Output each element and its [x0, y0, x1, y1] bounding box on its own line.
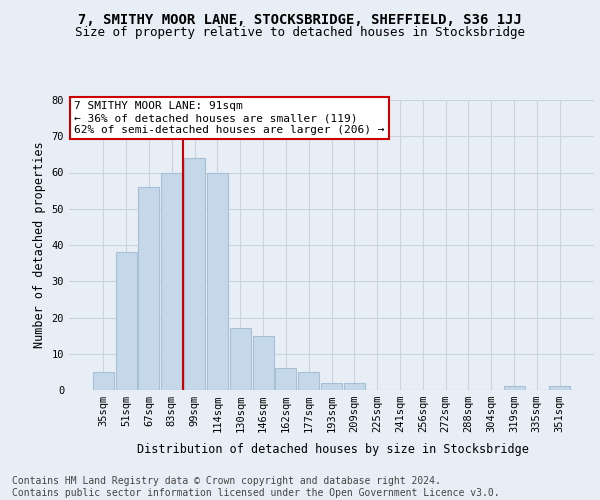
Bar	[230, 328, 251, 390]
Bar	[503, 386, 524, 390]
Y-axis label: Number of detached properties: Number of detached properties	[33, 142, 46, 348]
Text: 7 SMITHY MOOR LANE: 91sqm
← 36% of detached houses are smaller (119)
62% of semi: 7 SMITHY MOOR LANE: 91sqm ← 36% of detac…	[74, 102, 385, 134]
Text: Size of property relative to detached houses in Stocksbridge: Size of property relative to detached ho…	[75, 26, 525, 39]
Text: Contains HM Land Registry data © Crown copyright and database right 2024.
Contai: Contains HM Land Registry data © Crown c…	[12, 476, 500, 498]
Bar	[116, 252, 137, 390]
Bar	[253, 336, 274, 390]
Bar	[344, 383, 365, 390]
Bar	[321, 383, 342, 390]
Bar	[207, 172, 228, 390]
Bar	[298, 372, 319, 390]
Bar	[93, 372, 114, 390]
Bar	[184, 158, 205, 390]
Bar	[549, 386, 570, 390]
Bar	[139, 187, 160, 390]
Text: 7, SMITHY MOOR LANE, STOCKSBRIDGE, SHEFFIELD, S36 1JJ: 7, SMITHY MOOR LANE, STOCKSBRIDGE, SHEFF…	[78, 12, 522, 26]
Text: Distribution of detached houses by size in Stocksbridge: Distribution of detached houses by size …	[137, 442, 529, 456]
Bar	[161, 172, 182, 390]
Bar	[275, 368, 296, 390]
